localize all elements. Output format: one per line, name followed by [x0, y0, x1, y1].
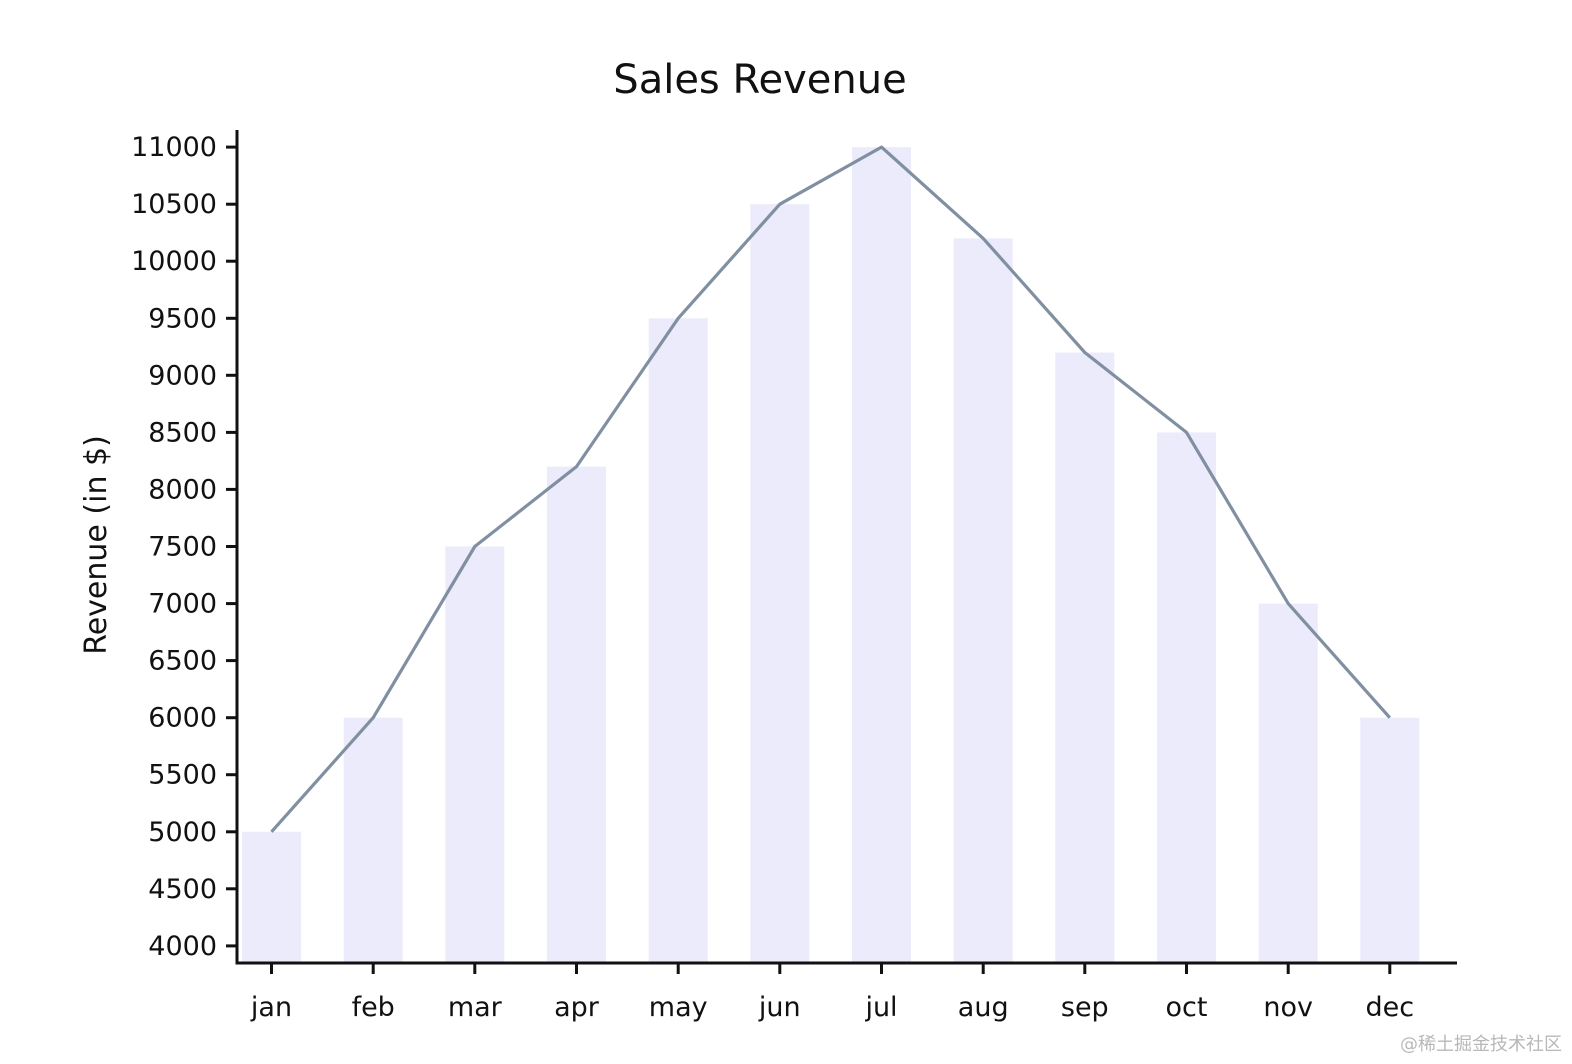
y-tick-label-5000: 5000 — [148, 817, 217, 848]
bar-feb — [343, 717, 403, 963]
bar-aug — [953, 238, 1013, 963]
x-tick-label-may: may — [649, 992, 708, 1023]
y-axis: 4000 4500 5000 5500 6000 6500 7000 7500 8000 8500… — [131, 130, 239, 965]
y-tick-label-7500: 7500 — [148, 532, 217, 563]
revenue-line — [270, 145, 1391, 833]
x-tick-label-feb: feb — [352, 992, 395, 1023]
y-tick-label-11000: 11000 — [131, 132, 217, 163]
bar-nov — [1258, 603, 1318, 963]
bar-sep — [1055, 352, 1115, 963]
bar-jan — [242, 831, 301, 963]
y-tick-label-4000: 4000 — [148, 931, 217, 962]
x-tick-label-aug: aug — [958, 992, 1009, 1023]
bar-series — [242, 147, 1420, 964]
y-tick-label-8500: 8500 — [148, 417, 217, 448]
bar-apr — [547, 466, 606, 963]
y-tick-label-5500: 5500 — [148, 760, 217, 791]
x-axis: jan feb mar apr may jun jul aug sep oct nov dec — [235, 961, 1457, 1023]
x-tick-label-mar: mar — [448, 992, 503, 1023]
y-axis-label: Revenue (in $) — [79, 435, 114, 655]
chart-title: Sales Revenue — [613, 57, 906, 103]
line-series — [270, 145, 1391, 833]
y-tick-label-10000: 10000 — [131, 246, 217, 277]
x-tick-label-jun: jun — [758, 992, 801, 1023]
bar-mar — [445, 546, 505, 963]
x-tick-label-nov: nov — [1263, 992, 1313, 1023]
y-tick-label-8000: 8000 — [148, 474, 217, 505]
bar-oct — [1157, 432, 1216, 963]
bar-may — [648, 318, 708, 963]
y-tick-label-4500: 4500 — [148, 874, 217, 905]
x-tick-label-oct: oct — [1166, 992, 1208, 1023]
y-tick-label-6500: 6500 — [148, 646, 217, 677]
y-tick-label-9000: 9000 — [148, 360, 217, 391]
x-tick-label-jan: jan — [250, 992, 292, 1023]
bar-dec — [1360, 717, 1420, 963]
y-tick-label-6000: 6000 — [148, 703, 217, 734]
bar-jul — [852, 147, 911, 964]
y-tick-label-9500: 9500 — [148, 303, 217, 334]
y-tick-label-10500: 10500 — [131, 189, 217, 220]
x-tick-label-dec: dec — [1365, 992, 1414, 1023]
watermark: @稀土掘金技术社区 — [1400, 1034, 1562, 1055]
bar-jun — [750, 204, 810, 963]
x-tick-label-sep: sep — [1061, 992, 1109, 1023]
x-tick-label-apr: apr — [554, 992, 600, 1023]
x-tick-label-jul: jul — [864, 992, 897, 1023]
y-tick-label-7000: 7000 — [148, 589, 217, 620]
